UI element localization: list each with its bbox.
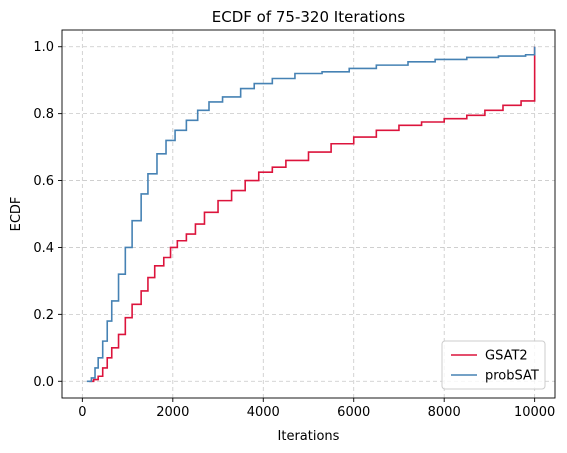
x-tick-label: 10000 [514, 405, 555, 420]
series-line-probsat [86, 46, 536, 383]
legend-label-probsat: probSAT [485, 369, 539, 384]
grid [62, 30, 555, 398]
chart-title: ECDF of 75-320 Iterations [212, 8, 406, 26]
y-tick-label: 1.0 [33, 40, 54, 55]
x-axis-title: Iterations [278, 429, 340, 444]
x-tick-label: 4000 [247, 405, 280, 420]
x-tick-label: 8000 [428, 405, 461, 420]
y-tick-label: 0.6 [33, 174, 54, 189]
y-tick-label: 0.4 [33, 241, 54, 256]
axis-ticks: 0 2000 4000 6000 8000 10000 0.0 0.2 0.4 0.6 0.8 1.0 [33, 40, 555, 420]
x-tick-label: 6000 [337, 405, 370, 420]
x-tick-label: 0 [78, 405, 86, 420]
y-tick-label: 0.8 [33, 107, 54, 122]
y-tick-label: 0.0 [33, 375, 54, 390]
y-tick-label: 0.2 [33, 308, 54, 323]
y-axis-title: ECDF [9, 197, 24, 232]
x-tick-label: 2000 [156, 405, 189, 420]
legend-label-gsat2: GSAT2 [485, 349, 528, 364]
series-line-gsat2 [89, 46, 536, 383]
plot-frame [61, 29, 556, 399]
legend: GSAT2 probSAT [441, 340, 546, 390]
legend-box [441, 340, 546, 390]
series-lines [86, 46, 536, 383]
